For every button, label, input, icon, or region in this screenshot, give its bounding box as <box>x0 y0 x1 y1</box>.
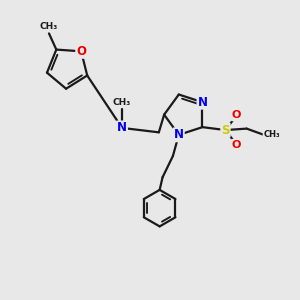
Text: N: N <box>197 96 208 109</box>
Text: S: S <box>221 124 230 136</box>
Text: O: O <box>76 45 86 58</box>
Text: CH₃: CH₃ <box>113 98 131 107</box>
Text: O: O <box>232 140 241 150</box>
Text: O: O <box>232 110 241 120</box>
Text: CH₃: CH₃ <box>40 22 58 32</box>
Text: CH₃: CH₃ <box>263 130 280 139</box>
Text: N: N <box>174 128 184 141</box>
Text: N: N <box>117 122 127 134</box>
